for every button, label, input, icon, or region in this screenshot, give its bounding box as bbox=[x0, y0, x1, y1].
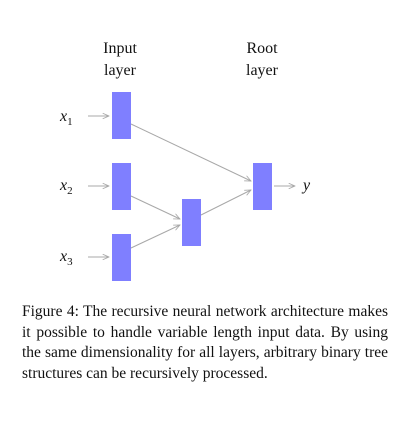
root-layer-label-line1: Root bbox=[246, 40, 278, 57]
input-x3-label: x3 bbox=[59, 248, 73, 268]
input-layer-label-line1: Input bbox=[103, 40, 137, 57]
hidden-node bbox=[182, 199, 201, 246]
edge-input1-to-root bbox=[130, 123, 251, 182]
root-layer-label-line2: layer bbox=[246, 62, 279, 79]
input-node-1 bbox=[112, 92, 131, 139]
edge-hidden-to-root bbox=[200, 190, 251, 216]
input-x1-label: x1 bbox=[59, 108, 73, 128]
figure-caption: Figure 4: The recursive neural network a… bbox=[22, 303, 388, 382]
input-node-2 bbox=[112, 163, 131, 210]
root-node bbox=[253, 163, 272, 210]
input-x2-label: x2 bbox=[59, 177, 73, 197]
edge-input3-to-hidden bbox=[130, 224, 180, 249]
output-y-label: y bbox=[301, 177, 311, 194]
input-layer-label-line2: layer bbox=[104, 62, 137, 79]
input-node-3 bbox=[112, 234, 131, 281]
edge-input2-to-hidden bbox=[130, 195, 180, 220]
network-diagram: Input layer Root layer x1 x2 x3 y bbox=[59, 40, 311, 281]
